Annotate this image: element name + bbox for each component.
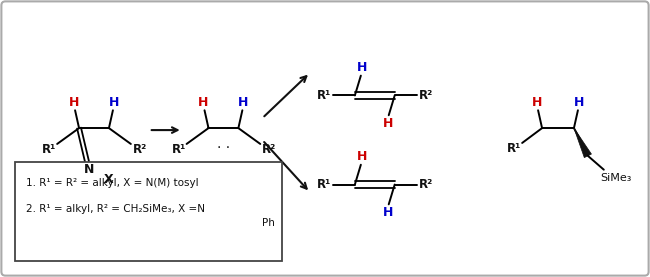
Text: Ph: Ph: [262, 218, 275, 228]
Text: H: H: [109, 96, 119, 109]
Text: H: H: [574, 96, 584, 109]
Text: R¹: R¹: [42, 143, 57, 157]
Text: R¹: R¹: [507, 142, 521, 155]
Text: H: H: [383, 117, 393, 130]
Text: R²: R²: [419, 178, 433, 191]
Text: H: H: [532, 96, 542, 109]
Text: X: X: [104, 173, 114, 186]
Text: · ·: · ·: [217, 141, 230, 155]
Polygon shape: [574, 128, 592, 158]
Text: H: H: [238, 96, 248, 109]
Text: 1. R¹ = R² = alkyl, X = N(M) tosyl: 1. R¹ = R² = alkyl, X = N(M) tosyl: [26, 178, 199, 188]
Text: R¹: R¹: [172, 143, 186, 157]
Text: R²: R²: [262, 143, 276, 157]
Text: H: H: [69, 96, 79, 109]
Text: H: H: [383, 206, 393, 219]
Text: SiMe₃: SiMe₃: [600, 173, 631, 183]
Text: R²: R²: [133, 143, 147, 157]
Text: H: H: [357, 150, 367, 163]
Text: N: N: [84, 163, 94, 176]
Text: H: H: [198, 96, 209, 109]
Text: R¹: R¹: [317, 178, 331, 191]
Text: H: H: [357, 61, 367, 74]
Text: 2. R¹ = alkyl, R² = CH₂SiMe₃, X =N: 2. R¹ = alkyl, R² = CH₂SiMe₃, X =N: [26, 204, 205, 214]
Bar: [16, 162, 282, 261]
Text: R¹: R¹: [317, 89, 331, 102]
Text: R²: R²: [419, 89, 433, 102]
